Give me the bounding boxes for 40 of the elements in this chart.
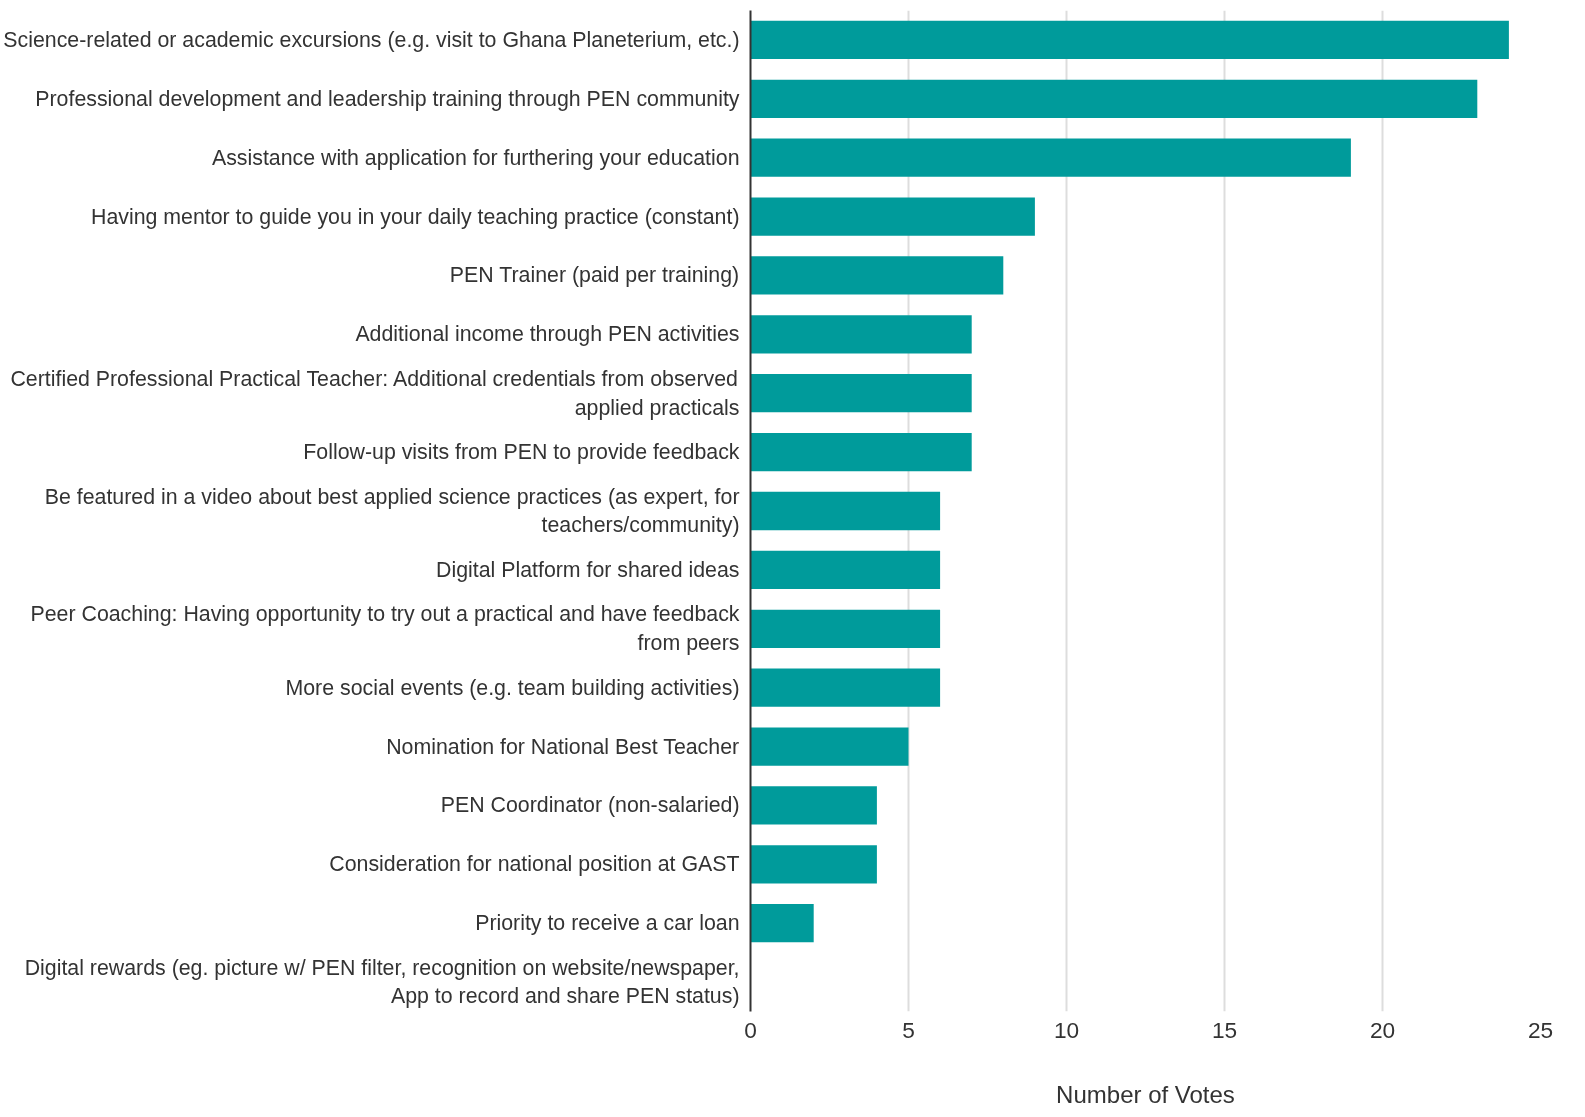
y-tick-label: PEN Coordinator (non-salaried) [440,793,740,818]
bar [750,315,972,354]
bar [750,550,941,590]
bar [750,374,972,413]
y-tick-label: Nomination for National Best Teacher [386,734,740,759]
bar [750,609,941,648]
x-tick-label: 20 [1369,1016,1396,1043]
bar [750,727,909,766]
y-tick-label: Additional income through PEN activities [355,322,740,347]
y-tick-label: Digital Platform for shared ideas [436,557,740,582]
bar [750,256,1004,295]
bar [750,432,972,472]
y-tick-label: More social events (e.g. team building activities) [285,675,740,700]
bar [750,904,814,943]
bar [750,20,1509,60]
x-tick-label: 0 [744,1016,757,1043]
y-tick-label: Professional development and leadership training through PEN community [35,86,740,111]
y-tick-label: Priority to receive a car loan [475,911,740,936]
y-tick-label: Certified Professional Practical Teacher: Additional credentials from observed applied practicals [10,366,740,420]
bar [750,668,941,707]
y-tick-label: Follow-up visits from PEN to provide feedback [303,440,740,465]
bar [750,138,1351,177]
y-tick-label: Consideration for national position at GAST [329,852,740,877]
y-tick-label: Peer Coaching: Having opportunity to try out a practical and have feedback from peers [30,602,740,656]
bar [750,197,1035,236]
y-tick-label: Assistance with application for furthering your education [211,145,740,170]
x-tick-label: 10 [1053,1016,1080,1043]
y-tick-label: Be featured in a video about best applied science practices (as expert, for teachers/community) [44,484,740,538]
bar [750,491,941,531]
x-tick-label: 15 [1211,1016,1238,1043]
y-tick-label: Having mentor to guide you in your daily teaching practice (constant) [91,204,740,229]
y-tick-label: Science-related or academic excursions (e.g. visit to Ghana Planeterium, etc.) [3,27,740,52]
bar [750,786,877,825]
bar [750,79,1478,118]
y-tick-label: Digital rewards (eg. picture w/ PEN filter, recognition on website/newspaper, App to record and share PEN status) [24,955,740,1009]
x-axis-title: Number of Votes [1056,1080,1235,1108]
y-tick-label: PEN Trainer (paid per training) [449,263,740,288]
x-tick-label: 5 [902,1016,915,1043]
x-tick-label: 25 [1527,1016,1554,1043]
bar [750,845,877,884]
